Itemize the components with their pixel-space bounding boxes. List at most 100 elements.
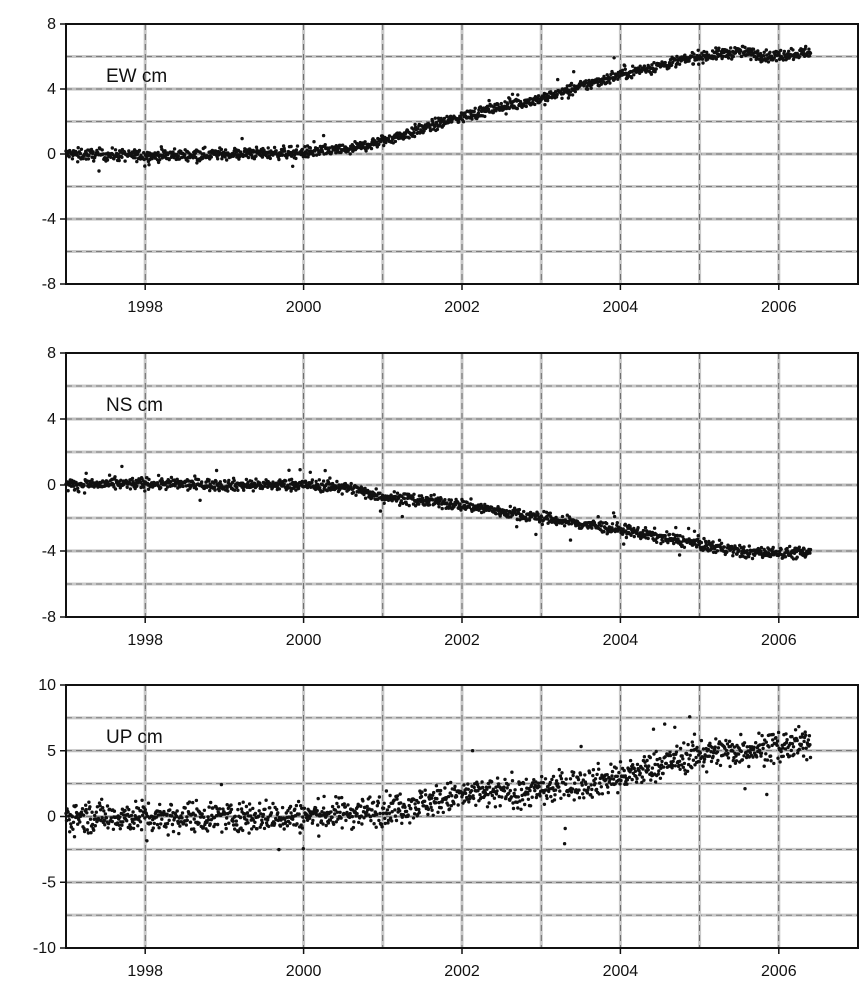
data-point [446, 794, 451, 799]
data-point [241, 828, 245, 833]
data-point [76, 160, 80, 164]
data-point [283, 149, 287, 153]
data-point [110, 819, 115, 824]
data-point [191, 800, 195, 805]
data-point [323, 143, 327, 147]
data-point [465, 500, 469, 505]
data-point [372, 822, 376, 826]
data-point [709, 547, 714, 551]
data-point [90, 478, 94, 482]
data-point [213, 488, 217, 492]
data-point [225, 816, 229, 820]
data-point [714, 46, 718, 50]
data-point [321, 133, 326, 138]
data-point [151, 826, 155, 830]
data-point [431, 813, 435, 817]
data-point [214, 813, 219, 818]
data-point [172, 478, 177, 482]
data-point [699, 540, 704, 545]
data-point [118, 815, 122, 819]
data-point [384, 789, 389, 793]
data-point [169, 803, 174, 807]
data-point [426, 812, 430, 817]
data-point [103, 812, 108, 816]
data-point [801, 746, 805, 750]
data-point [742, 741, 747, 745]
data-point [385, 811, 389, 816]
data-point [668, 753, 673, 758]
data-point [692, 529, 697, 533]
data-point [556, 782, 560, 786]
data-point [632, 526, 636, 531]
data-point [797, 747, 801, 751]
data-point [127, 807, 131, 812]
data-point [449, 498, 453, 502]
data-point [747, 544, 751, 548]
data-point [76, 146, 80, 150]
data-point [339, 816, 343, 820]
data-point [299, 823, 303, 827]
data-point [318, 144, 323, 149]
data-point [623, 774, 627, 778]
data-point [384, 140, 388, 145]
data-point [485, 104, 490, 109]
data-point [393, 494, 398, 499]
data-point [522, 509, 526, 514]
data-point [571, 773, 575, 778]
data-point [371, 800, 376, 804]
data-point [398, 792, 402, 796]
data-point [318, 486, 322, 490]
data-point [600, 792, 605, 796]
data-point [369, 146, 374, 151]
data-point [724, 748, 729, 753]
data-point [84, 807, 88, 812]
data-point [593, 777, 598, 781]
data-point [71, 827, 75, 831]
data-point [671, 763, 675, 768]
data-point [287, 468, 291, 472]
data-point [731, 550, 735, 554]
data-point [245, 811, 250, 815]
x-tick-label: 2006 [761, 299, 797, 316]
data-point [510, 92, 515, 97]
data-point [469, 497, 473, 501]
data-point [589, 783, 593, 787]
data-point [779, 547, 783, 551]
data-point [714, 737, 718, 741]
data-point [168, 808, 172, 812]
data-point [708, 741, 712, 745]
data-point [602, 529, 606, 534]
data-point [157, 826, 161, 830]
data-point [486, 792, 490, 797]
data-point [298, 468, 302, 472]
data-point [107, 473, 112, 477]
data-point [461, 120, 466, 124]
data-point [438, 788, 443, 793]
data-point [294, 148, 299, 152]
data-point [248, 808, 252, 812]
data-point [711, 754, 715, 759]
data-point [223, 148, 228, 152]
data-point [797, 724, 801, 729]
data-point [611, 777, 616, 781]
data-point [392, 490, 396, 494]
data-point [560, 514, 565, 519]
data-point [519, 807, 523, 811]
data-point [176, 154, 180, 158]
data-point [97, 169, 101, 173]
data-point [433, 116, 437, 120]
data-point [683, 772, 688, 776]
data-point [558, 789, 562, 793]
data-point [800, 735, 804, 739]
data-point [514, 512, 518, 517]
data-point [779, 749, 783, 754]
data-point [631, 64, 635, 68]
data-point [524, 104, 528, 109]
data-point [429, 128, 433, 132]
data-point [594, 787, 599, 792]
data-point [202, 815, 206, 819]
data-point [146, 154, 150, 158]
data-point [425, 496, 429, 500]
data-point [522, 781, 526, 786]
data-point [632, 73, 636, 77]
